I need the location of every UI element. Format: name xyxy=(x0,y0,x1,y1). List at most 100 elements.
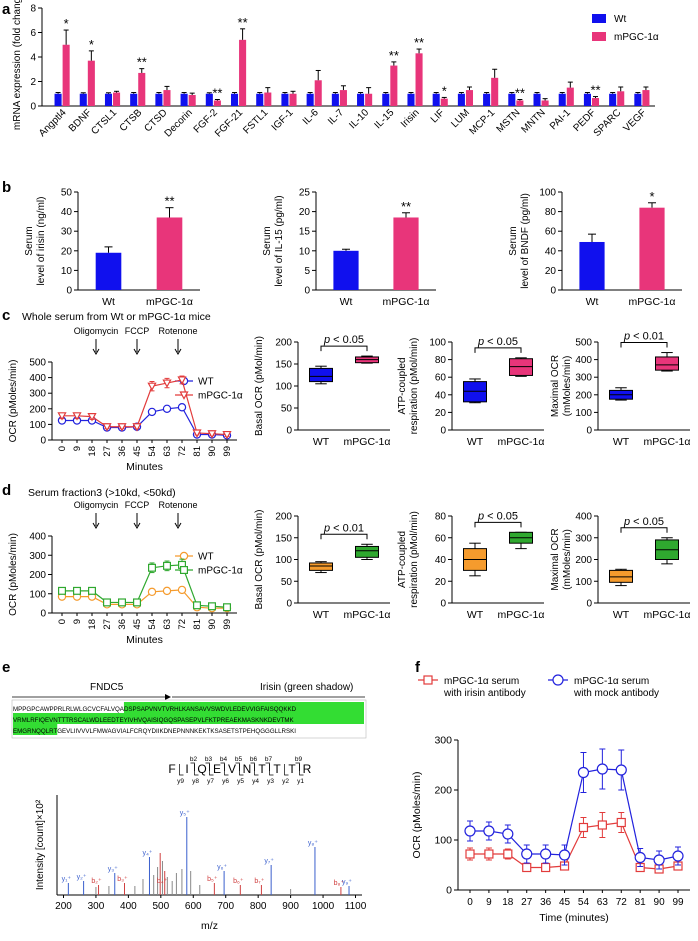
sequence-line-3-post: GEVLIIVVVLFMWAGVIALFCRQYDIIKDNEPNNNKEKTK… xyxy=(57,728,296,735)
b2-ytick-label-5: 25 xyxy=(299,188,311,199)
e-xtick-label-8: 1000 xyxy=(312,901,335,912)
d-box1-pvalue-rest: < 0.01 xyxy=(330,522,364,534)
a-xtick-label-18: MSTN xyxy=(495,107,523,135)
f-xtick-label-8: 72 xyxy=(616,897,628,908)
chart-c-box-basal: Basal OCR (pMol/min) 0 50 100 150 200 WT mPGC-1… xyxy=(254,334,390,448)
e-peptide-letter-1: I xyxy=(185,762,188,776)
a-xtick-label-19: MNTN xyxy=(519,107,547,135)
a-sig-7: ** xyxy=(238,15,248,30)
f-xlabel: Time (minutes) xyxy=(539,912,609,924)
d-line-xtick-label-9: 81 xyxy=(192,619,203,630)
c-line-ytick-label-3: 300 xyxy=(29,389,46,400)
d-box3-pvalue-bracket xyxy=(620,527,668,533)
c-box1-box-0 xyxy=(309,367,333,383)
c-box2-ytick-label-5: 100 xyxy=(429,338,446,349)
c-box1-pvalue-p: p xyxy=(323,334,330,346)
e-peak-label-15: y₉⁺ xyxy=(342,879,352,886)
e-b-label-3: b5 xyxy=(235,756,243,763)
d-line-point-1-9 xyxy=(193,601,202,610)
a-xtick-label-12: IL-10 xyxy=(347,107,371,131)
chart-d-title: Serum fraction3 (>10kd, <50kd) xyxy=(28,487,176,499)
d-box3-ytick-label-0: 0 xyxy=(586,599,592,610)
a-bar-Wt-Angptl4 xyxy=(54,93,62,106)
f-xtick-label-0: 0 xyxy=(467,897,473,908)
f-point-1-4 xyxy=(540,848,552,860)
d-box1-pvalue: p < 0.01 xyxy=(323,522,364,534)
b2-ytick-label-1: 5 xyxy=(304,266,310,277)
f-point-0-6 xyxy=(578,822,589,833)
f-point-1-0 xyxy=(464,825,476,837)
a-xtick-label-2: CTSL1 xyxy=(89,107,119,137)
e-peptide-letter-5: N xyxy=(243,762,252,776)
d-box3-xtick-label-0: WT xyxy=(613,609,630,621)
a-xtick-label-16: LUM xyxy=(449,107,472,130)
d-box3-ylabel-0: Maximal OCR xyxy=(550,528,561,590)
f-point-1-6 xyxy=(577,766,590,779)
c-line-xtick-label-10: 90 xyxy=(207,446,218,457)
a-xtick-label-23: VEGF xyxy=(621,107,648,134)
panel-label-b: b xyxy=(2,179,11,196)
e-y-mark-8 xyxy=(299,764,304,776)
e-y-mark-7 xyxy=(284,764,289,776)
e-y-mark-1 xyxy=(194,764,199,776)
a-bar-mPGC1-LIF xyxy=(440,98,448,106)
b3-ytick-label-5: 100 xyxy=(539,188,556,199)
a-bar-Wt-MCP-1 xyxy=(483,93,491,106)
c-line-series-line-1 xyxy=(62,379,228,436)
a-bar-Wt-SPARC xyxy=(609,93,617,106)
a-bar-mPGC1-MSTN xyxy=(516,100,524,106)
a-bar-Wt-MSTN xyxy=(508,93,516,106)
a-bar-mPGC1-CTSD xyxy=(163,90,171,106)
b2-ylabel-1: level of IL-15 (pg/ml) xyxy=(274,195,285,286)
c-box3-ytick-label-1: 100 xyxy=(575,408,592,419)
b3-ylabel-0: Serum xyxy=(508,226,519,255)
f-legend-marker-0 xyxy=(423,675,433,685)
d-box1-pvalue-bracket xyxy=(320,533,368,540)
f-point-0-4 xyxy=(541,862,551,873)
d-box2-ytick-label-0: 0 xyxy=(440,599,446,610)
c-line-point-1-8 xyxy=(177,376,187,385)
b3-ytick-label-1: 20 xyxy=(545,266,557,277)
f-point-0-7 xyxy=(597,820,607,830)
a-bar-mPGC1-FGF-21 xyxy=(239,39,247,106)
d-line-annot-0: Oligomycin xyxy=(74,500,119,510)
legend-swatch-wt xyxy=(592,14,606,23)
a-sig-18: ** xyxy=(515,86,525,101)
b3-sig-1: * xyxy=(649,189,654,204)
d-line-point-0-8 xyxy=(177,585,187,595)
f-point-1-1 xyxy=(483,825,495,837)
c-line-ytick-label-2: 200 xyxy=(29,404,46,415)
c-line-legend-marker-1 xyxy=(179,391,189,400)
c-line-xtick-label-11: 99 xyxy=(222,446,233,457)
a-bar-mPGC1-MNTN xyxy=(541,100,549,106)
c-line-annot-head-1 xyxy=(133,348,141,355)
d-box1-xtick-label-1: mPGC-1α xyxy=(344,609,391,621)
d-line-annot-1: FCCP xyxy=(125,500,150,510)
f-xtick-label-3: 27 xyxy=(521,897,533,908)
f-ytick-label-0: 0 xyxy=(446,885,452,897)
d-box1-box-0 xyxy=(309,562,333,571)
sequence-panel: FNDC5 Irisin (green shadow) MPPGPCAWPPRL… xyxy=(11,682,367,739)
a-bar-mPGC1-IL-6 xyxy=(314,80,322,106)
d-box3-box-0 xyxy=(609,569,633,583)
f-xtick-label-5: 45 xyxy=(559,897,571,908)
a-sig-1: * xyxy=(89,37,94,52)
f-legend-label-0-1: with irisin antibody xyxy=(443,688,526,699)
b2-bar-1 xyxy=(393,217,419,290)
b2-bar-0 xyxy=(333,250,359,290)
a-bar-Wt-CTSB xyxy=(130,93,138,106)
c-box3-pvalue-rest: < 0.01 xyxy=(630,331,664,343)
b1-ytick-label-3: 30 xyxy=(61,227,73,238)
e-xtick-label-6: 800 xyxy=(250,901,267,912)
c-box1-pvalue-bracket xyxy=(320,345,368,352)
e-xtick-label-0: 200 xyxy=(55,901,72,912)
a-ytick-label-2: 4 xyxy=(30,53,36,64)
e-b-label-4: b6 xyxy=(250,756,258,763)
d-box3-ytick-label-4: 400 xyxy=(575,512,592,523)
d-line-point-0-7 xyxy=(162,586,172,596)
e-y-mark-0 xyxy=(179,764,184,776)
a-bar-mPGC1-VEGF xyxy=(642,90,650,106)
e-y-label-4: y5 xyxy=(237,778,244,785)
a-ytick-label-1: 2 xyxy=(30,77,36,88)
f-point-1-9 xyxy=(634,851,646,864)
